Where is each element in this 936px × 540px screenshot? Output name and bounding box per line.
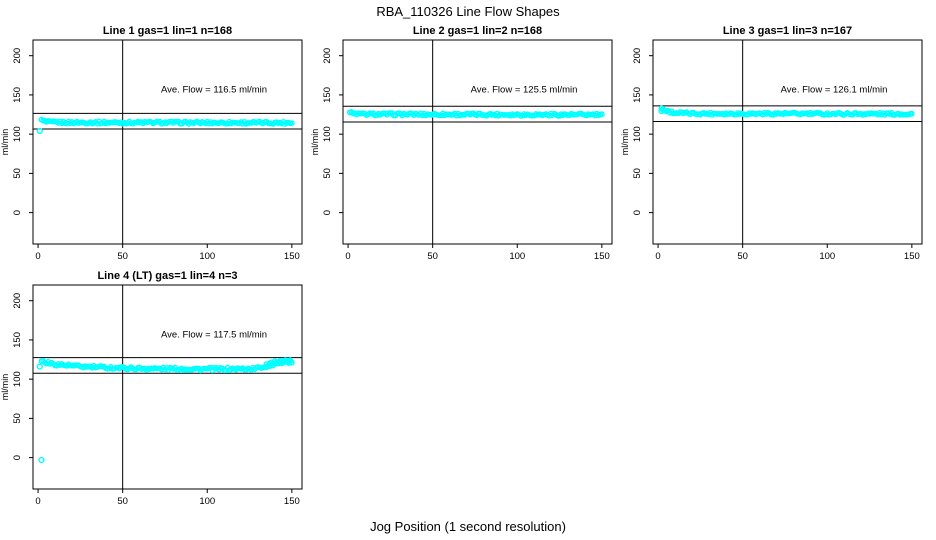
y-axis-label: ml/min	[0, 374, 10, 401]
y-tick-label: 50	[12, 168, 23, 179]
y-tick-label: 0	[632, 210, 643, 215]
x-tick-label: 100	[819, 251, 835, 262]
y-tick-label: 0	[322, 210, 333, 215]
flow-panel-svg: Line 4 (LT) gas=1 lin=4 n=3 0 50 100 150 0 50 1…	[0, 270, 303, 507]
flow-panel-svg: Line 3 gas=1 lin=3 n=167 0 50 100 150 0 50 100 1…	[620, 25, 923, 262]
x-tick-label: 50	[427, 251, 438, 262]
x-tick-label: 150	[594, 251, 610, 262]
x-tick-label: 0	[35, 496, 40, 507]
y-tick-label: 100	[632, 126, 643, 142]
y-tick-label: 200	[322, 48, 333, 64]
y-tick-label: 150	[632, 87, 643, 103]
x-tick-label: 150	[284, 251, 300, 262]
data-points	[658, 105, 915, 118]
x-tick-label: 100	[199, 496, 215, 507]
x-tick-label: 50	[117, 496, 128, 507]
y-tick-label: 150	[12, 87, 23, 103]
y-axis-label: ml/min	[620, 129, 630, 156]
outlier-point	[36, 363, 43, 370]
y-tick-label: 0	[12, 455, 23, 460]
x-tick-label: 150	[904, 251, 920, 262]
ave-flow-label: Ave. Flow = 126.1 ml/min	[781, 85, 888, 96]
ave-flow-label: Ave. Flow = 117.5 ml/min	[161, 330, 267, 341]
x-tick-label: 0	[35, 251, 40, 262]
panel-grid: Line 1 gas=1 lin=1 n=168 0 50 100 150 0 50 100 1…	[0, 22, 936, 512]
x-axis-label: Jog Position (1 second resolution)	[370, 519, 566, 534]
y-tick-label: 50	[12, 413, 23, 424]
x-tick-label: 50	[117, 251, 128, 262]
y-tick-label: 200	[12, 48, 23, 64]
y-axis-label: ml/min	[310, 129, 320, 156]
y-tick-label: 200	[12, 293, 23, 309]
panel-line-3: Line 3 gas=1 lin=3 n=167 0 50 100 150 0 50 100 1…	[620, 22, 930, 267]
y-tick-label: 100	[12, 126, 23, 142]
plot-frame	[32, 39, 303, 245]
panel-title: Line 3 gas=1 lin=3 n=167	[723, 25, 852, 37]
x-tick-label: 50	[737, 251, 748, 262]
x-tick-label: 100	[509, 251, 525, 262]
y-tick-label: 150	[12, 332, 23, 348]
panel-title: Line 2 gas=1 lin=2 n=168	[413, 25, 542, 37]
y-tick-label: 0	[12, 210, 23, 215]
data-points	[346, 109, 605, 119]
y-tick-label: 100	[12, 371, 23, 387]
page-title: RBA_110326 Line Flow Shapes	[376, 4, 560, 19]
panel-title: Line 1 gas=1 lin=1 n=168	[103, 25, 232, 37]
x-tick-label: 150	[284, 496, 300, 507]
x-tick-label: 0	[345, 251, 350, 262]
ave-flow-label: Ave. Flow = 116.5 ml/min	[161, 85, 267, 96]
plot-frame	[652, 39, 923, 245]
outlier-point	[660, 106, 667, 113]
y-tick-label: 100	[322, 126, 333, 142]
plot-frame	[342, 39, 613, 245]
x-tick-label: 100	[199, 251, 215, 262]
panel-line-2: Line 2 gas=1 lin=2 n=168 0 50 100 150 0 50 100 1…	[310, 22, 620, 267]
panel-line-1: Line 1 gas=1 lin=1 n=168 0 50 100 150 0 50 100 1…	[0, 22, 310, 267]
y-tick-label: 50	[322, 168, 333, 179]
y-tick-label: 150	[322, 87, 333, 103]
x-tick-label: 0	[655, 251, 660, 262]
data-points	[36, 116, 295, 135]
y-tick-label: 50	[632, 168, 643, 179]
flow-panel-svg: Line 1 gas=1 lin=1 n=168 0 50 100 150 0 50 100 1…	[0, 25, 303, 262]
y-tick-label: 200	[632, 48, 643, 64]
data-points	[36, 357, 295, 464]
panel-line-4: Line 4 (LT) gas=1 lin=4 n=3 0 50 100 150 0 50 1…	[0, 267, 310, 512]
outlier-point	[38, 456, 45, 464]
plot-frame	[32, 284, 303, 490]
flow-panel-svg: Line 2 gas=1 lin=2 n=168 0 50 100 150 0 50 100 1…	[310, 25, 613, 262]
ave-flow-label: Ave. Flow = 125.5 ml/min	[471, 85, 578, 96]
panel-title: Line 4 (LT) gas=1 lin=4 n=3	[97, 270, 237, 282]
outlier-point	[36, 127, 43, 135]
y-axis-label: ml/min	[0, 129, 10, 156]
